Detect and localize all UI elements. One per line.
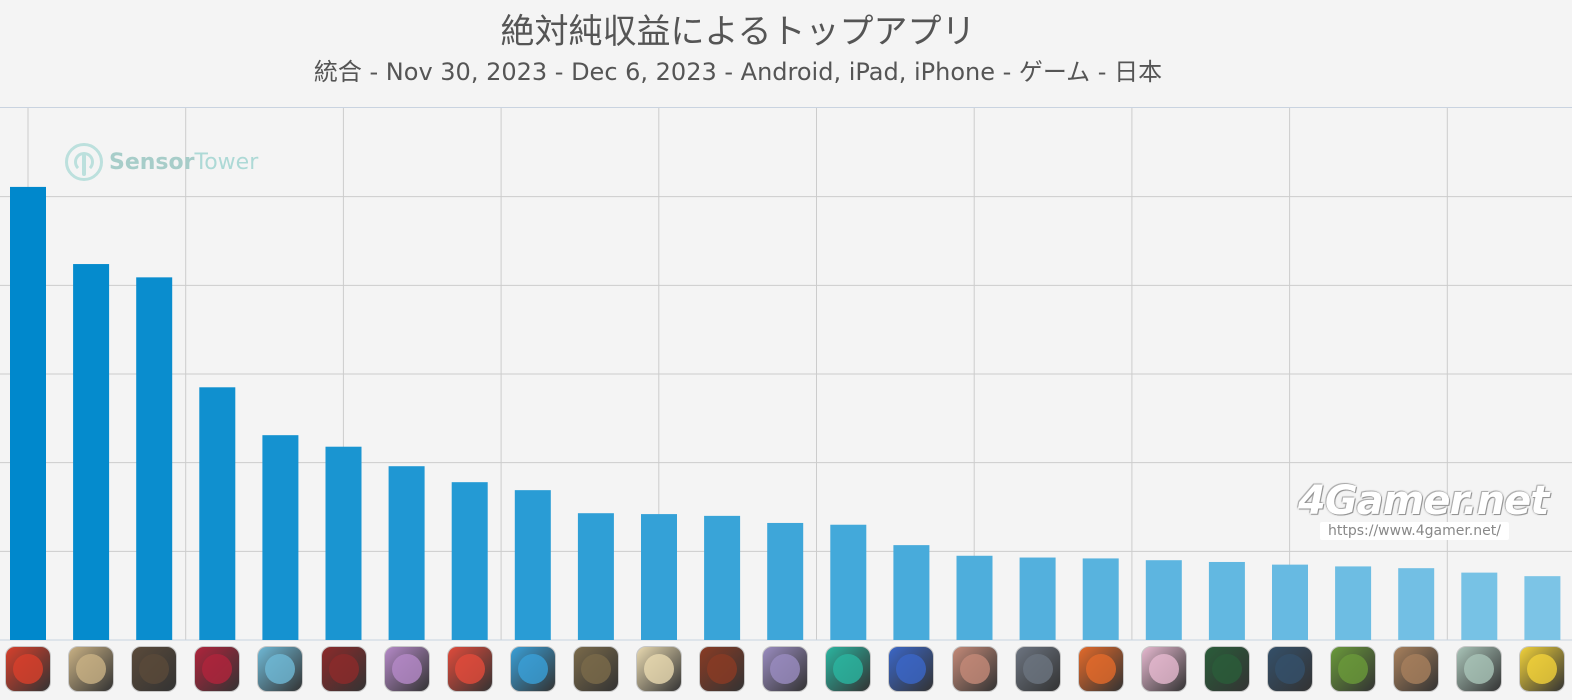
app-icon-8[interactable] [446,646,493,692]
app-icon-24-art [1464,654,1495,684]
app-icon-3-art [139,654,170,684]
bar-app-19[interactable] [1145,560,1182,640]
bar-app-8[interactable] [451,482,488,640]
app-icon-5-art [265,654,296,684]
bar-app-12[interactable] [704,515,741,640]
app-icon-6[interactable] [320,646,367,692]
chart-subtitle: 統合 - Nov 30, 2023 - Dec 6, 2023 - Androi… [313,58,1163,86]
bar-app-21[interactable] [1272,564,1308,640]
bar-app-15[interactable] [893,545,930,640]
sensortower-watermark: SensorTower [65,140,258,184]
bar-app-22[interactable] [1335,566,1372,640]
bar-app-5[interactable] [262,435,299,640]
app-icon-11-art [644,654,674,684]
bar-app-9[interactable] [514,490,551,640]
bar-app-16[interactable] [956,555,993,640]
app-icon-13-art [770,654,801,684]
sensortower-wordmark-bold: Sensor [109,149,195,175]
bar-app-7[interactable] [388,466,425,640]
app-icon-17[interactable] [1014,646,1061,692]
app-icon-4[interactable] [194,646,241,692]
app-icon-12-art [707,654,738,684]
bar-app-10[interactable] [577,513,614,640]
app-icon-15-art [896,654,927,684]
app-icon-19[interactable] [1140,646,1187,692]
app-icon-4-art [202,654,233,684]
app-icon-7[interactable] [383,646,430,692]
app-icon-16-art [959,654,990,684]
bar-app-11[interactable] [641,514,677,640]
app-icon-25[interactable] [1519,646,1566,692]
app-icon-20-art [1211,654,1242,684]
app-icon-10[interactable] [572,646,619,692]
app-icon-13[interactable] [762,646,809,692]
app-icon-18-art [1085,654,1116,684]
bar-app-6[interactable] [325,446,362,640]
bar-app-14[interactable] [830,524,867,640]
app-icons-row [0,644,1572,700]
bar-app-25[interactable] [1524,576,1561,640]
app-icon-20[interactable] [1203,646,1250,692]
app-icon-6-art [328,654,359,684]
app-icon-1-art [13,654,43,684]
app-icon-5[interactable] [257,646,304,692]
bar-app-17[interactable] [1019,557,1056,640]
app-icon-9[interactable] [509,646,556,692]
chart-title: 絶対純収益によるトップアプリ [500,12,976,52]
app-icon-22-art [1338,654,1369,684]
app-icon-16[interactable] [951,646,998,692]
bar-app-1[interactable] [10,186,46,640]
app-icon-17-art [1022,654,1053,684]
app-icon-7-art [391,654,422,684]
app-icon-21[interactable] [1267,646,1313,692]
app-icon-8-art [454,654,485,684]
app-icon-24[interactable] [1456,646,1503,692]
app-icon-19-art [1148,654,1179,684]
app-icon-21-art [1275,654,1305,684]
app-icon-1[interactable] [5,646,51,692]
bar-app-3[interactable] [136,277,173,640]
app-icon-23[interactable] [1393,646,1440,692]
chart-top-border [0,107,1572,108]
bar-app-13[interactable] [767,522,804,640]
bar-app-18[interactable] [1082,558,1119,640]
fourgamer-watermark: 4Gamer.net [1298,478,1549,524]
sensortower-wordmark-light: Tower [194,149,259,175]
app-icon-12[interactable] [699,646,746,692]
bar-app-24[interactable] [1461,572,1498,640]
app-icon-2[interactable] [68,646,115,692]
app-icon-15[interactable] [888,646,935,692]
app-icon-14-art [833,654,864,684]
app-icon-2-art [76,654,107,684]
app-icon-9-art [517,654,548,684]
bar-app-4[interactable] [199,387,236,640]
fourgamer-url: https://www.4gamer.net/ [1320,522,1509,540]
app-icon-18[interactable] [1077,646,1124,692]
app-icon-25-art [1527,654,1558,684]
sensortower-logo-icon [65,143,103,181]
bar-app-20[interactable] [1208,561,1245,640]
app-icon-22[interactable] [1330,646,1377,692]
app-icon-23-art [1401,654,1432,684]
app-icon-3[interactable] [131,646,178,692]
app-icon-14[interactable] [825,646,872,692]
bar-app-23[interactable] [1398,568,1435,640]
bar-app-2[interactable] [73,264,110,640]
bars [10,186,1561,640]
app-icon-11[interactable] [636,646,682,692]
app-icon-10-art [580,654,611,684]
